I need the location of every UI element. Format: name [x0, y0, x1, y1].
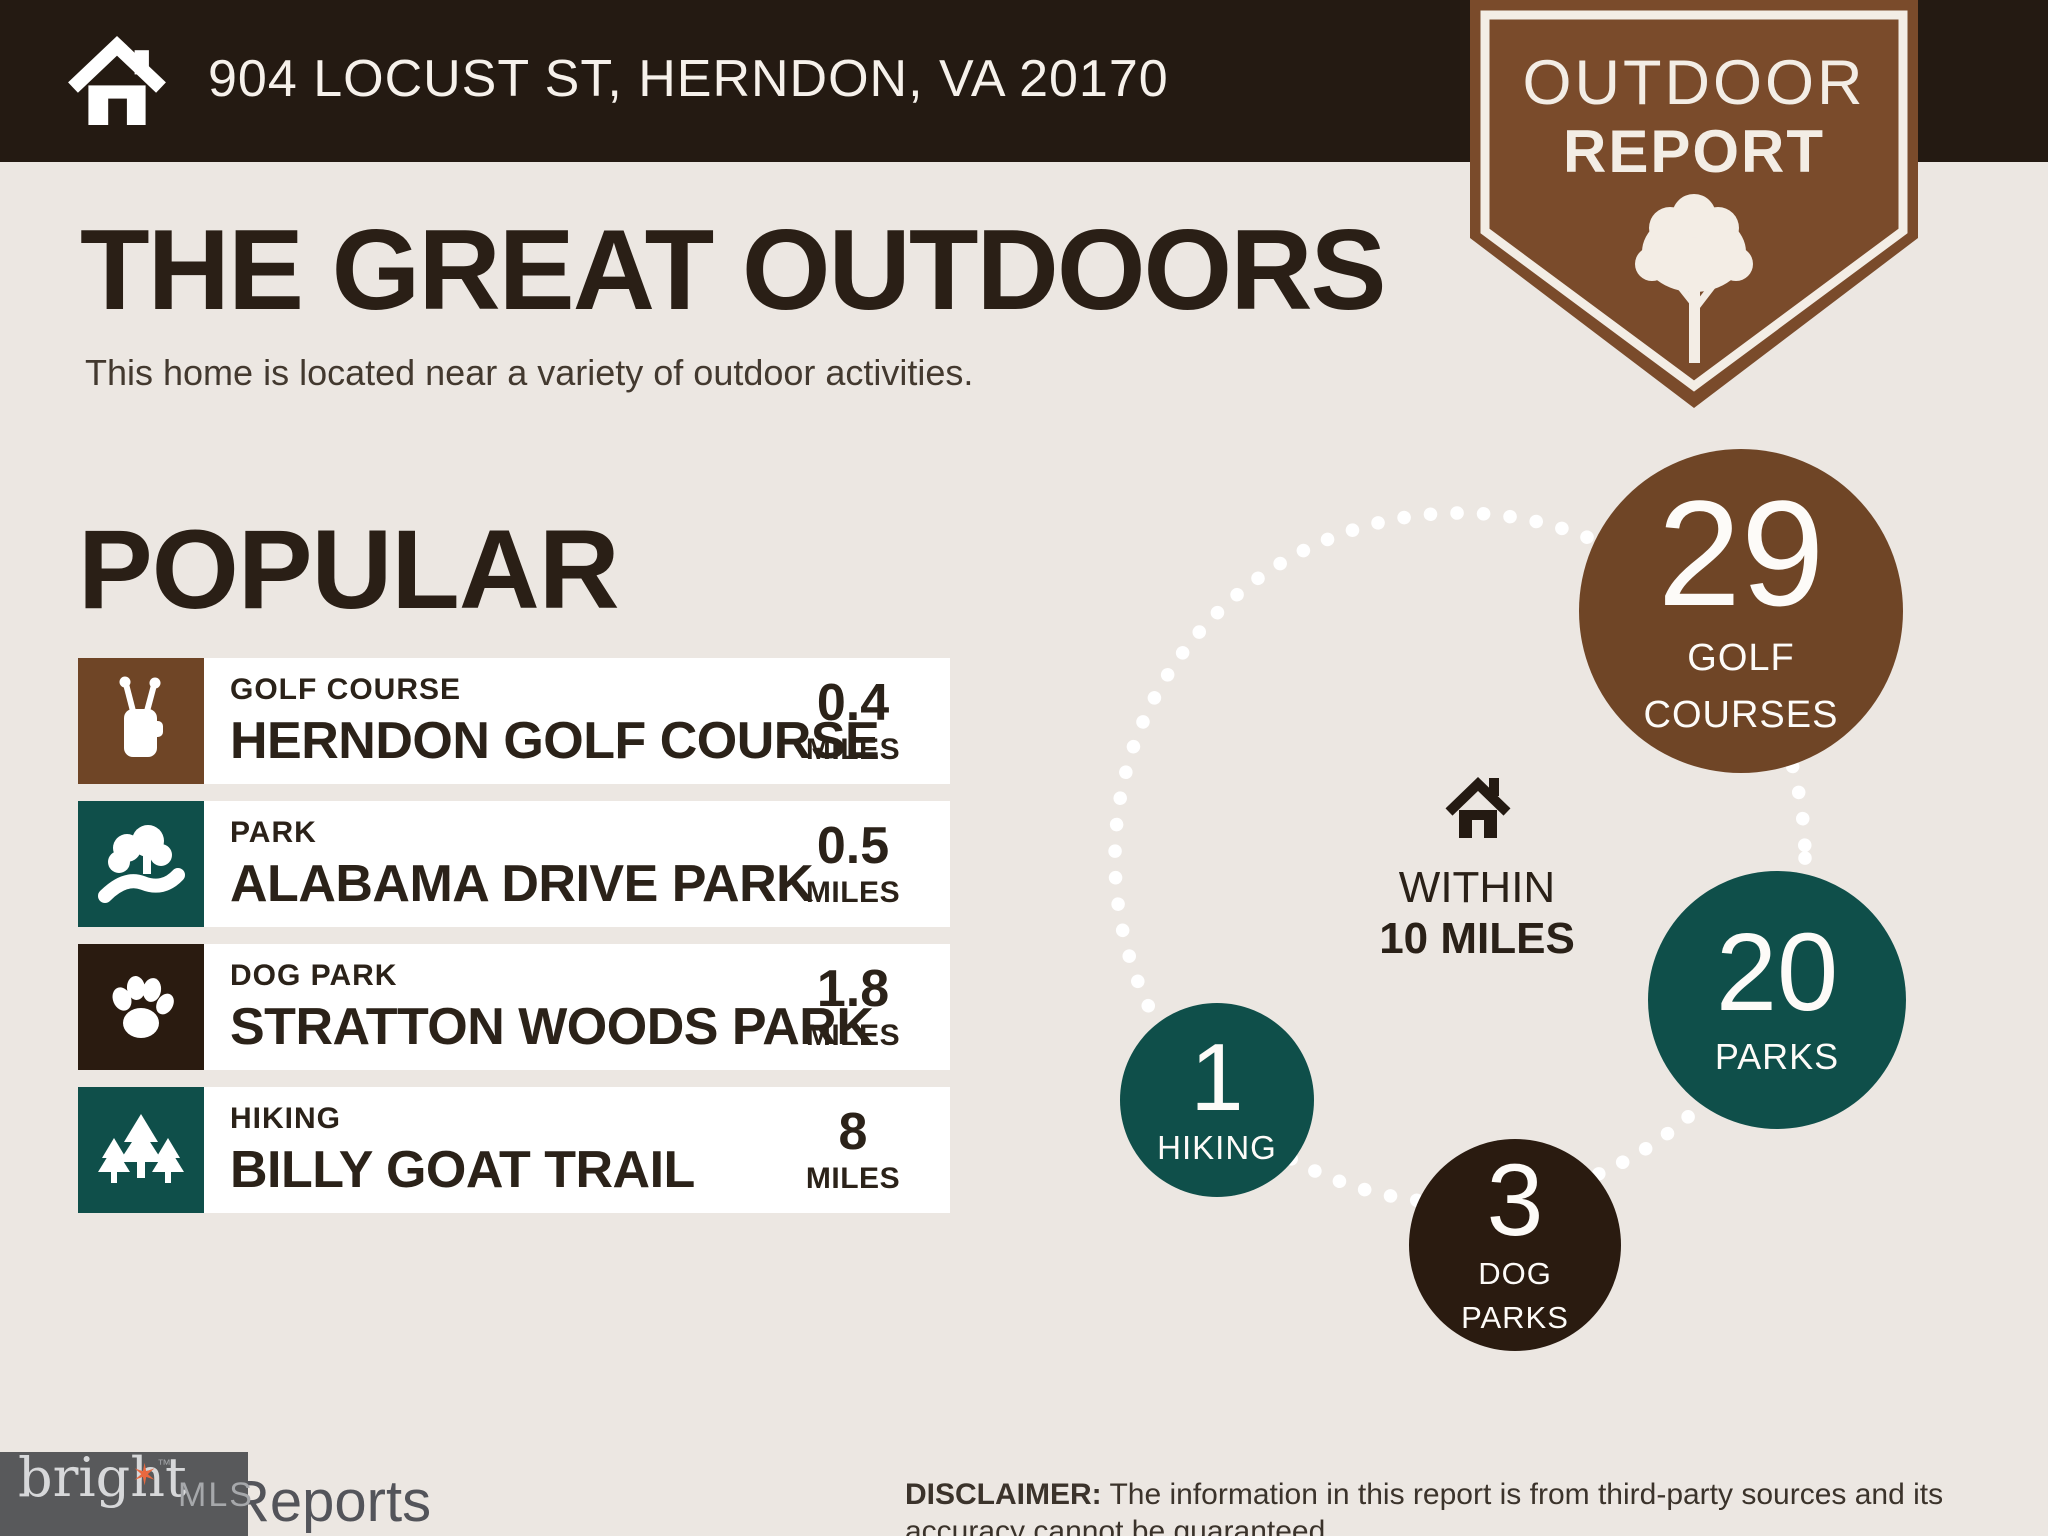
list-item-park: PARK ALABAMA DRIVE PARK 0.5 MILES — [78, 801, 950, 927]
parks-label: PARKS — [1714, 1035, 1840, 1077]
disclaimer-line1: The information in this report is from t… — [1109, 1478, 1944, 1511]
item-name: BILLY GOAT TRAIL — [230, 1141, 695, 1199]
outdoor-report-banner: OUTDOOR REPORT — [1470, 0, 1918, 408]
banner-line2: REPORT — [1563, 118, 1825, 185]
within-label: WITHIN — [1398, 863, 1556, 912]
item-category: PARK — [230, 816, 317, 849]
item-category: GOLF COURSE — [230, 673, 462, 706]
dog-parks-label-2: PARKS — [1461, 1300, 1569, 1336]
dog-parks-count: 3 — [1486, 1142, 1544, 1257]
stat-circle-parks: 20 PARKS — [1648, 871, 1906, 1129]
partner-logo-text: Reports — [228, 1469, 432, 1534]
stat-circle-golf-courses: 29 GOLF COURSES — [1579, 449, 1903, 773]
item-name: STRATTON WOODS PARK — [230, 998, 874, 1056]
radius-label: 10 MILES — [1379, 914, 1575, 964]
dotted-radius-ring — [1108, 506, 1812, 1210]
item-category: HIKING — [230, 1102, 341, 1135]
parks-count: 20 — [1715, 911, 1839, 1035]
popular-heading: POPULAR — [78, 507, 620, 632]
disclaimer-label: DISCLAIMER: — [905, 1478, 1102, 1511]
hiking-label: HIKING — [1157, 1128, 1277, 1166]
stat-circle-hiking: 1 HIKING — [1120, 1003, 1314, 1197]
pine-trees-icon — [78, 1087, 204, 1213]
dog-parks-label-1: DOG — [1478, 1255, 1552, 1291]
item-distance-unit: MILES — [805, 1162, 901, 1195]
golf-courses-label-2: COURSES — [1643, 694, 1839, 737]
bright-mls-watermark: bright ✶ ™ MLS — [0, 1446, 252, 1536]
park-tree-icon — [78, 801, 204, 927]
list-item-golf-course: GOLF COURSE HERNDON GOLF COURSE 0.4 MILE… — [78, 658, 950, 784]
bright-wordmark: bright — [18, 1446, 187, 1509]
golf-courses-count: 29 — [1657, 469, 1825, 638]
home-icon — [68, 35, 166, 125]
page-subtitle: This home is located near a variety of o… — [85, 352, 974, 393]
paw-icon — [78, 944, 204, 1070]
item-distance: 1.8 — [816, 960, 890, 1018]
item-distance: 8 — [838, 1103, 868, 1161]
within-radius-caption: WITHIN 10 MILES — [1327, 863, 1627, 964]
trademark-symbol: ™ — [157, 1456, 171, 1472]
tree-icon — [1635, 194, 1753, 363]
item-name: ALABAMA DRIVE PARK — [230, 855, 814, 913]
mls-label: MLS — [178, 1476, 254, 1514]
sparkle-icon: ✶ — [132, 1459, 158, 1492]
item-name: HERNDON GOLF COURSE — [230, 712, 880, 770]
list-item-dog-park: DOG PARK STRATTON WOODS PARK 1.8 MILES — [78, 944, 950, 1070]
center-home-icon — [1445, 777, 1511, 838]
golf-bag-icon — [78, 658, 204, 784]
item-distance-unit: MILES — [805, 1019, 901, 1052]
item-distance: 0.4 — [816, 674, 890, 732]
popular-list: GOLF COURSE HERNDON GOLF COURSE 0.4 MILE… — [78, 658, 950, 1230]
item-distance: 0.5 — [816, 817, 890, 875]
item-category: DOG PARK — [230, 959, 398, 992]
golf-courses-label-1: GOLF — [1687, 636, 1795, 679]
item-distance-unit: MILES — [805, 733, 901, 766]
disclaimer-text: DISCLAIMER: The information in this repo… — [905, 1476, 2030, 1536]
property-address: 904 LOCUST ST, HERNDON, VA 20170 — [208, 50, 1169, 108]
page-title: THE GREAT OUTDOORS — [80, 207, 1387, 334]
list-item-hiking: HIKING BILLY GOAT TRAIL 8 MILES — [78, 1087, 950, 1213]
item-distance-unit: MILES — [805, 876, 901, 909]
stat-circle-dog-parks: 3 DOG PARKS — [1409, 1139, 1621, 1351]
banner-line1: OUTDOOR — [1523, 48, 1866, 118]
disclaimer-line2: accuracy cannot be guaranteed. — [905, 1515, 1334, 1536]
hiking-count: 1 — [1190, 1023, 1244, 1131]
